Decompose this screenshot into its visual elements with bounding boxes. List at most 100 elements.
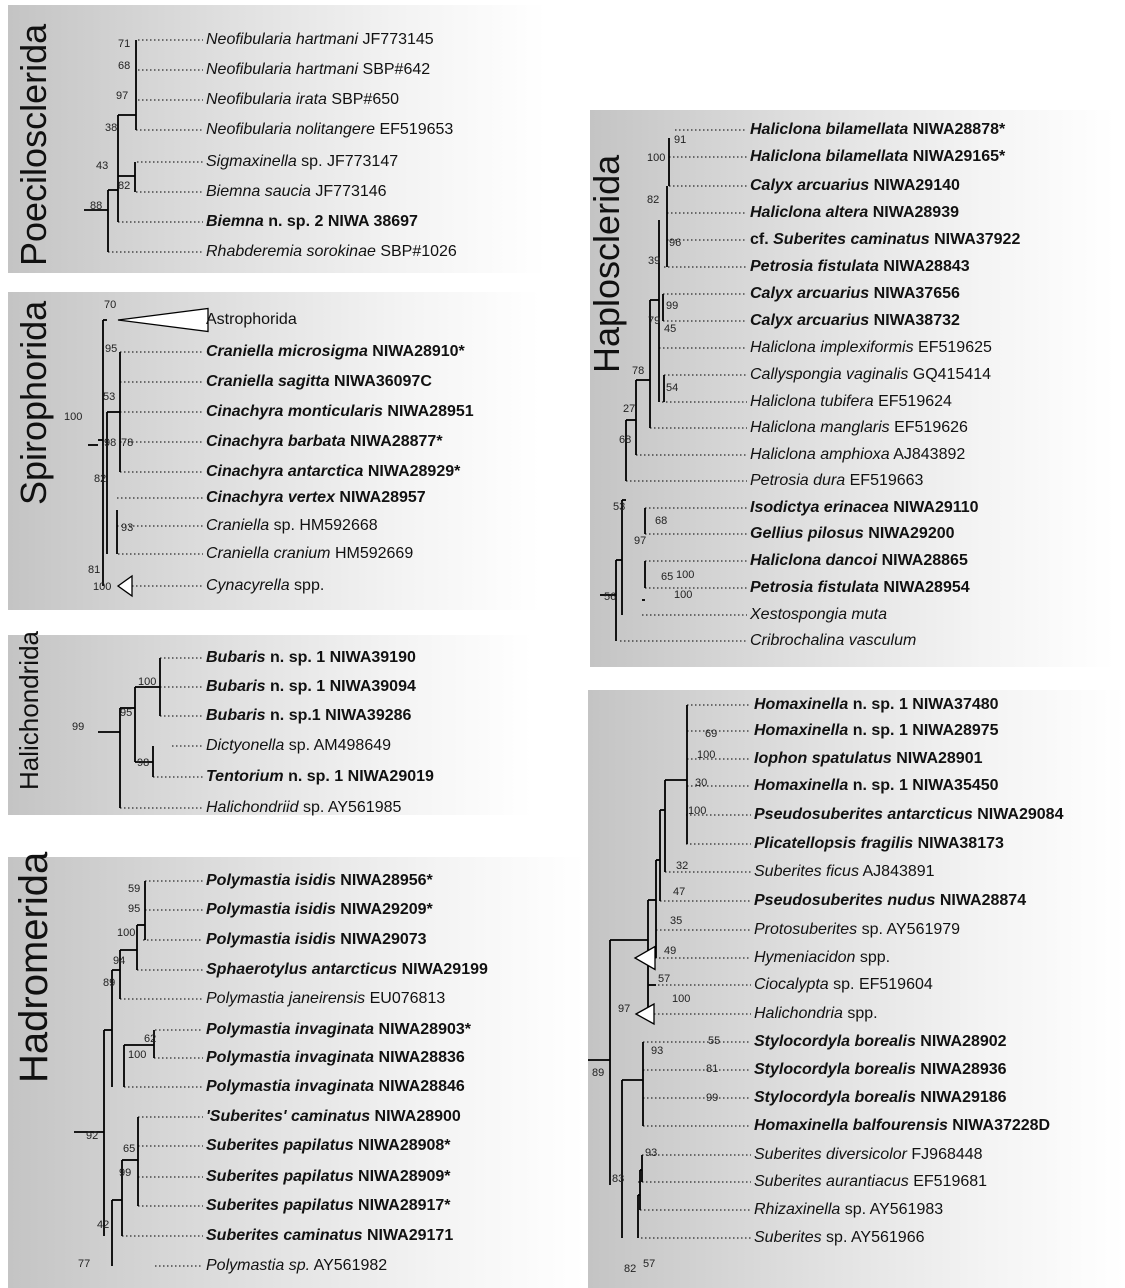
taxon-label: Haliclona amphioxa AJ843892 bbox=[750, 447, 965, 463]
taxon-label: Suberites papilatus NIWA28917* bbox=[206, 1198, 451, 1214]
taxon-label: Stylocordyla borealis NIWA28936 bbox=[754, 1062, 1007, 1078]
taxon-accession: n. sp. 1 NIWA35450 bbox=[848, 777, 999, 794]
taxon-accession: SBP#1026 bbox=[375, 243, 457, 260]
taxon-label: Hymeniacidon spp. bbox=[754, 950, 890, 966]
taxon-label: Polymastia janeirensis EU076813 bbox=[206, 991, 445, 1007]
taxon-label: Sigmaxinella sp. JF773147 bbox=[206, 154, 398, 170]
taxon-label: Suberites papilatus NIWA28908* bbox=[206, 1138, 451, 1154]
taxon-label: Polymastia invaginata NIWA28836 bbox=[206, 1050, 465, 1066]
taxon-name: Craniella bbox=[206, 517, 270, 534]
taxon-label: Isodictya erinacea NIWA29110 bbox=[750, 500, 979, 516]
taxon-label: Haliclona manglaris EF519626 bbox=[750, 420, 968, 436]
taxon-accession: NIWA28902 bbox=[915, 1033, 1007, 1050]
bootstrap-value: 95 bbox=[120, 707, 133, 719]
bootstrap-value: 100 bbox=[64, 411, 83, 423]
bootstrap-value: 47 bbox=[673, 886, 686, 898]
bootstrap-value: 49 bbox=[664, 945, 677, 957]
taxon-label: Petrosia fistulata NIWA28954 bbox=[750, 580, 970, 596]
taxon-name: Sigmaxinella bbox=[206, 153, 297, 170]
bootstrap-value: 78 bbox=[121, 437, 134, 449]
taxon-accession: FJ968448 bbox=[906, 1146, 983, 1163]
taxon-accession: NIWA29186 bbox=[915, 1089, 1007, 1106]
taxon-name: Cinachyra vertex bbox=[206, 489, 335, 506]
taxon-accession: JF773146 bbox=[310, 183, 387, 200]
bootstrap-value: 100 bbox=[672, 993, 691, 1005]
bootstrap-value: 100 bbox=[117, 927, 136, 939]
taxon-name: Pseudosuberites nudus bbox=[754, 892, 936, 909]
taxon-accession: AY561982 bbox=[310, 1257, 388, 1274]
taxon-accession: NIWA29200 bbox=[863, 525, 955, 542]
taxon-label: Protosuberites sp. AY561979 bbox=[754, 922, 960, 938]
taxon-name: Biemna bbox=[206, 213, 264, 230]
bootstrap-value: 70 bbox=[104, 299, 117, 311]
taxon-accession: HM592669 bbox=[330, 545, 414, 562]
taxon-name: Halichondria bbox=[754, 1005, 843, 1022]
bootstrap-value: 98 bbox=[137, 757, 150, 769]
taxon-name: Bubaris bbox=[206, 678, 266, 695]
taxon-label: Biemna saucia JF773146 bbox=[206, 184, 387, 200]
taxon-label: Suberites ficus AJ843891 bbox=[754, 864, 935, 880]
panel-hadromerida: Polymastia isidis NIWA28956* Polymastia i… bbox=[8, 852, 585, 1288]
taxon-name: Suberites caminatus bbox=[773, 231, 930, 248]
taxon-accession: NIWA38173 bbox=[913, 835, 1004, 852]
taxon-name: Suberites aurantiacus bbox=[754, 1173, 909, 1190]
taxon-label: Cinachyra barbata NIWA28877* bbox=[206, 434, 443, 450]
taxon-label: 'Suberites' caminatus NIWA28900 bbox=[206, 1109, 461, 1125]
taxon-name: Polymastia invaginata bbox=[206, 1049, 375, 1066]
taxon-accession: EF519625 bbox=[913, 339, 992, 356]
taxon-label: Cynacyrella spp. bbox=[206, 578, 324, 594]
taxon-name: Petrosia fistulata bbox=[750, 258, 879, 275]
taxon-label: Homaxinella n. sp. 1 NIWA35450 bbox=[754, 778, 999, 794]
taxon-label: Biemna n. sp. 2 NIWA 38697 bbox=[206, 214, 418, 230]
taxon-name: Protosuberites bbox=[754, 921, 858, 938]
bootstrap-value: 99 bbox=[706, 1092, 719, 1104]
bootstrap-value: 100 bbox=[674, 589, 693, 601]
taxon-accession: NIWA28909* bbox=[353, 1168, 451, 1185]
taxon-accession: spp. bbox=[855, 949, 891, 966]
taxon-name: Calyx arcuarius bbox=[750, 177, 870, 194]
taxon-accession: sp. AY561966 bbox=[821, 1229, 925, 1246]
taxon-name: Neofibularia nolitangere bbox=[206, 121, 375, 138]
taxon-label: Neofibularia hartmani SBP#642 bbox=[206, 62, 430, 78]
bootstrap-value: 68 bbox=[619, 434, 632, 446]
taxon-name: Polymastia isidis bbox=[206, 901, 336, 918]
taxon-accession: NIWA29165* bbox=[908, 148, 1006, 165]
bootstrap-value: 45 bbox=[664, 323, 677, 335]
taxon-name: Cinachyra antarctica bbox=[206, 463, 364, 480]
taxon-accession: n. sp. 1 NIWA37480 bbox=[848, 696, 999, 713]
taxon-name: Neofibularia hartmani bbox=[206, 61, 359, 78]
taxon-label: Suberites papilatus NIWA28909* bbox=[206, 1169, 451, 1185]
taxon-label: Neofibularia hartmani JF773145 bbox=[206, 32, 434, 48]
bootstrap-value: 97 bbox=[618, 1003, 631, 1015]
taxon-accession: NIWA28878* bbox=[908, 121, 1006, 138]
taxon-label: Ciocalypta sp. EF519604 bbox=[754, 977, 933, 993]
taxon-name: Rhabderemia sorokinae bbox=[206, 243, 376, 260]
taxon-accession: NIWA28836 bbox=[374, 1049, 465, 1066]
taxon-accession: NIWA28929* bbox=[363, 463, 461, 480]
panel-haplosclerida: Haliclona bilamellata NIWA28878* Haliclon… bbox=[586, 110, 1115, 667]
bootstrap-value: 94 bbox=[113, 955, 126, 967]
taxon-label: Suberites aurantiacus EF519681 bbox=[754, 1174, 987, 1190]
taxon-label: Suberites sp. AY561966 bbox=[754, 1230, 925, 1246]
taxon-accession: n. sp. 1 NIWA28975 bbox=[848, 722, 999, 739]
taxon-label: Polymastia isidis NIWA29209* bbox=[206, 902, 433, 918]
bootstrap-value: 42 bbox=[97, 1219, 110, 1231]
taxon-name: Halichondriid bbox=[206, 799, 299, 816]
taxon-label: Cinachyra antarctica NIWA28929* bbox=[206, 464, 460, 480]
bootstrap-value: 95 bbox=[128, 903, 141, 915]
panel-spirophorida: Astrophorida Craniella microsigma NIWA289… bbox=[8, 292, 540, 610]
taxon-name: Neofibularia hartmani bbox=[206, 31, 359, 48]
taxon-name: Petrosia fistulata bbox=[750, 579, 879, 596]
bootstrap-value: 57 bbox=[658, 973, 671, 985]
taxon-label: Cinachyra vertex NIWA28957 bbox=[206, 490, 426, 506]
panel-background bbox=[8, 635, 532, 815]
bootstrap-value: 95 bbox=[105, 343, 118, 355]
taxon-name: Suberites diversicolor bbox=[754, 1146, 907, 1163]
bootstrap-value: 43 bbox=[96, 160, 109, 172]
taxon-label: Polymastia sp. AY561982 bbox=[206, 1258, 387, 1274]
taxon-label: Pseudosuberites antarcticus NIWA29084 bbox=[754, 807, 1063, 823]
taxon-accession: NIWA37922 bbox=[929, 231, 1021, 248]
